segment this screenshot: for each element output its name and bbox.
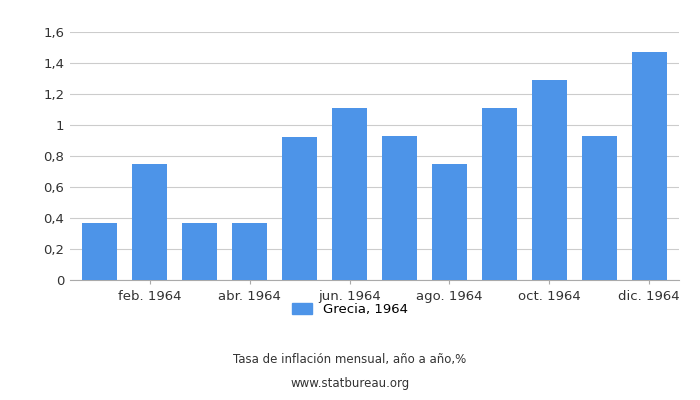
Bar (182, 223, 217, 280)
Bar (83, 223, 118, 280)
Bar (482, 108, 517, 280)
Bar (232, 223, 267, 280)
Bar (132, 164, 167, 280)
Bar (582, 136, 617, 280)
Bar (282, 137, 317, 280)
Bar (382, 136, 417, 280)
Text: Tasa de inflación mensual, año a año,%: Tasa de inflación mensual, año a año,% (233, 354, 467, 366)
Bar (432, 164, 467, 280)
Text: www.statbureau.org: www.statbureau.org (290, 378, 410, 390)
Bar (532, 80, 567, 280)
Bar (631, 52, 666, 280)
Bar (332, 108, 367, 280)
Legend: Grecia, 1964: Grecia, 1964 (293, 302, 407, 316)
